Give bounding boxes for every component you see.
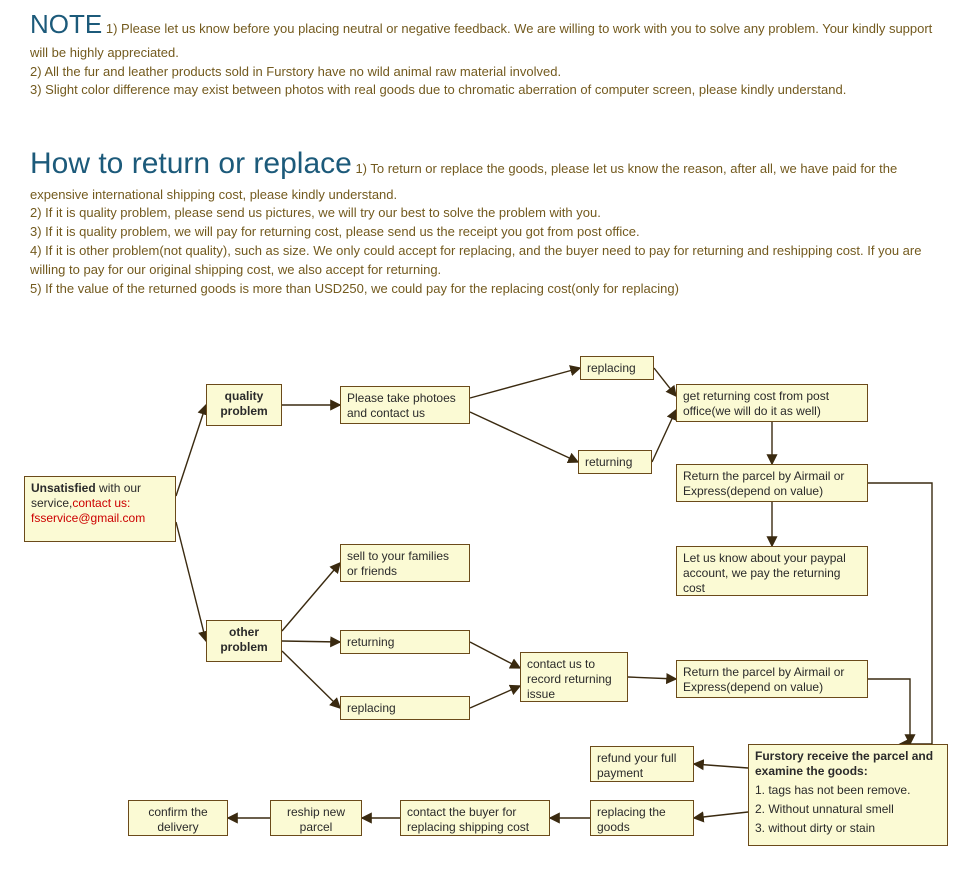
node-other: other problem	[206, 620, 282, 662]
node-paypal: Let us know about your paypal account, w…	[676, 546, 868, 596]
edge-o_returning-record	[470, 642, 520, 668]
note-line-1: 1) Please let us know before you placing…	[30, 21, 932, 60]
node-start: Unsatisfied with our service,contact us:…	[24, 476, 176, 542]
node-confirm: confirm the delivery	[128, 800, 228, 836]
edge-other-o_returning	[282, 641, 340, 642]
node-replace_goods: replacing the goods	[590, 800, 694, 836]
node-refund: refund your full payment	[590, 746, 694, 782]
node-o_replacing: replacing	[340, 696, 470, 720]
howto-line-3: 3) If it is quality problem, we will pay…	[30, 224, 640, 239]
node-examine: Furstory receive the parcel and examine …	[748, 744, 948, 846]
edge-start-quality	[176, 405, 206, 496]
edge-return_airmail-examine	[868, 483, 932, 744]
howto-block: How to return or replace 1) To return or…	[30, 142, 940, 299]
node-return_airmail: Return the parcel by Airmail or Express(…	[676, 464, 868, 502]
edge-o_replacing-record	[470, 686, 520, 708]
edge-other-o_replacing	[282, 651, 340, 708]
edge-photos-q_returning	[470, 412, 578, 462]
howto-line-2: 2) If it is quality problem, please send…	[30, 205, 601, 220]
edge-examine-replace_goods	[694, 812, 748, 818]
node-q_returning: returning	[578, 450, 652, 474]
howto-line-4: 4) If it is other problem(not quality), …	[30, 243, 921, 277]
node-get_cost: get returning cost from post office(we w…	[676, 384, 868, 422]
note-line-2: 2) All the fur and leather products sold…	[30, 64, 561, 79]
node-return_airmail2: Return the parcel by Airmail or Express(…	[676, 660, 868, 698]
edge-q_returning-get_cost	[652, 410, 676, 462]
note-heading: NOTE	[30, 9, 102, 39]
howto-line-5: 5) If the value of the returned goods is…	[30, 281, 679, 296]
edge-examine-refund	[694, 764, 748, 768]
flowchart: Unsatisfied with our service,contact us:…	[0, 352, 960, 880]
note-line-3: 3) Slight color difference may exist bet…	[30, 82, 846, 97]
edge-q_replacing-get_cost	[654, 368, 676, 396]
node-o_returning: returning	[340, 630, 470, 654]
node-sell: sell to your families or friends	[340, 544, 470, 582]
edge-photos-q_replacing	[470, 368, 580, 398]
edge-return_airmail2-examine	[868, 679, 910, 744]
edge-other-sell	[282, 563, 340, 631]
howto-heading: How to return or replace	[30, 147, 352, 180]
node-quality: quality problem	[206, 384, 282, 426]
node-q_replacing: replacing	[580, 356, 654, 380]
node-record: contact us to record returning issue	[520, 652, 628, 702]
node-contact_ship: contact the buyer for replacing shipping…	[400, 800, 550, 836]
edge-start-other	[176, 522, 206, 641]
note-block: NOTE 1) Please let us know before you pl…	[30, 6, 940, 100]
node-reship: reship new parcel	[270, 800, 362, 836]
node-photos: Please take photoes and contact us	[340, 386, 470, 424]
edge-record-return_airmail2	[628, 677, 676, 679]
